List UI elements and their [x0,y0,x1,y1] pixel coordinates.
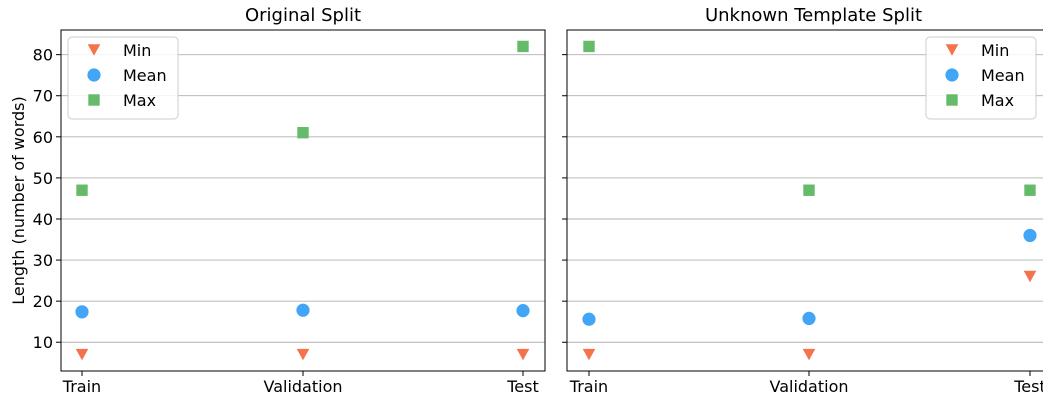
y-axis-label: Length (number of words) [9,96,28,304]
data-point-min [516,348,530,361]
y-tick-label: 70 [33,87,53,106]
data-point-max [297,127,309,139]
data-point-max [583,40,595,53]
chart-panel-1: 10 20 30 40 50 60 70 80 Train Validation Test Origi… [9,5,546,396]
legend-label: Min [981,41,1009,60]
y-tick-label: 10 [33,333,53,352]
data-point-max [76,184,88,196]
legend-marker-mean [87,68,101,82]
data-point-min [296,348,310,361]
x-tick-label: Test [506,377,539,394]
data-point-min [1023,270,1037,283]
data-point-mean [516,304,530,318]
x-tick-label: Train [62,377,101,394]
data-point-mean [1023,228,1037,243]
data-point-mean [582,312,596,326]
x-tick-label: Train [569,377,608,394]
data-point-mean [75,305,89,319]
legend-marker-max [946,94,958,106]
data-point-max [517,40,529,53]
plot-frame [566,29,1043,372]
x-tick-label: Validation [263,377,342,394]
legend-label: Mean [123,66,167,85]
y-tick-label: 50 [33,169,53,188]
legend-marker-mean [945,68,959,82]
legend-marker-min [945,44,959,56]
y-tick-label: 80 [33,46,53,65]
legend: Min Mean Max [67,36,179,120]
data-point-mean [296,303,310,317]
y-tick-label: 60 [33,128,53,147]
data-point-mean [802,311,816,326]
legend-marker-min [87,44,101,56]
data-point-min [802,348,816,361]
data-point-max [1024,184,1036,196]
legend-marker-max [88,94,100,106]
y-tick-label: 30 [33,251,53,270]
chart-title: Unknown Template Split [705,5,922,26]
legend-label: Min [123,41,151,60]
x-tick-label: Test [1013,377,1043,394]
legend: Min Mean Max [925,36,1037,120]
y-tick-label: 20 [33,292,53,311]
legend-label: Max [981,91,1014,110]
data-point-min [75,348,89,361]
legend-label: Mean [981,66,1025,85]
data-point-max [803,184,815,196]
x-tick-label: Validation [769,377,848,394]
legend-label: Max [123,91,156,110]
chart-panel-2: Train Validation Test Unknown Template Spli… [562,5,1043,396]
y-tick-label: 40 [33,210,53,229]
chart-title: Original Split [245,5,361,26]
data-point-min [582,348,596,361]
